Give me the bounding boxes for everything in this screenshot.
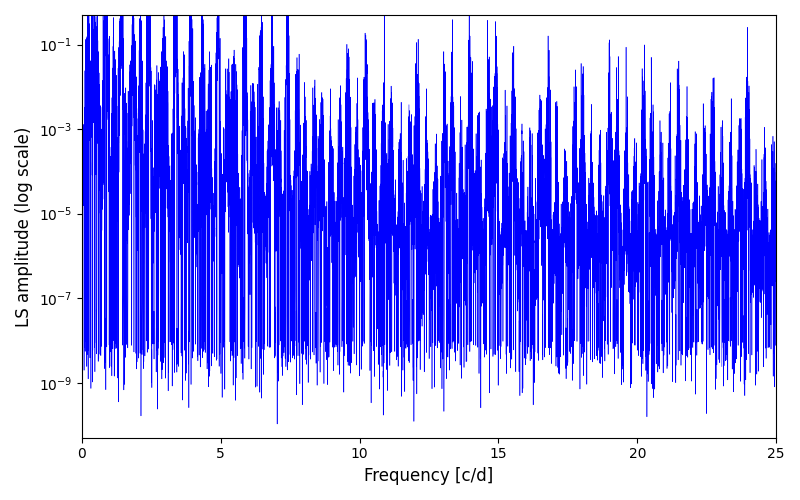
Y-axis label: LS amplitude (log scale): LS amplitude (log scale) bbox=[15, 126, 33, 326]
X-axis label: Frequency [c/d]: Frequency [c/d] bbox=[364, 467, 494, 485]
